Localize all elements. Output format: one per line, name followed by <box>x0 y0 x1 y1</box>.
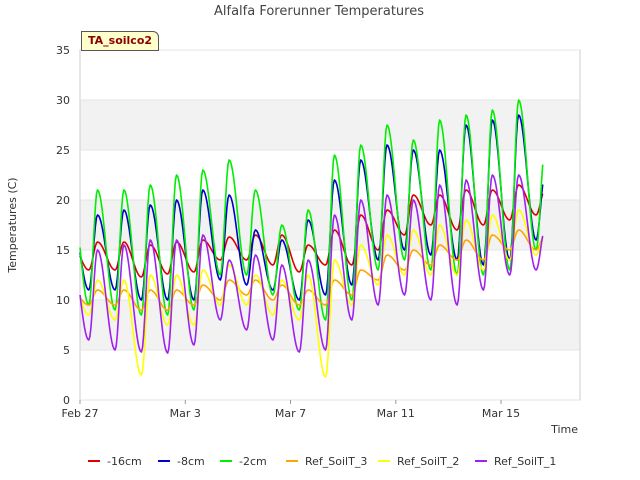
legend-label: Ref_SoilT_3 <box>305 455 367 468</box>
x-tick-label: Mar 3 <box>170 407 201 420</box>
y-tick-label: 10 <box>56 294 70 307</box>
series-line <box>79 174 544 354</box>
legend-label: -8cm <box>177 455 205 468</box>
plot-band <box>80 100 580 150</box>
y-tick-label: 20 <box>56 194 70 207</box>
series-lines <box>79 99 544 378</box>
y-tick-label: 0 <box>63 394 70 407</box>
legend-label: Ref_SoilT_1 <box>494 455 556 468</box>
series-line <box>79 99 544 321</box>
y-tick-label: 35 <box>56 44 70 57</box>
series-line <box>79 209 544 378</box>
legend-label: -2cm <box>239 455 267 468</box>
x-axis: Feb 27 Mar 3 Mar 7 Mar 11 Mar 15 <box>62 400 520 420</box>
x-tick-label: Mar 7 <box>275 407 306 420</box>
x-tick-label: Mar 15 <box>482 407 520 420</box>
y-tick-label: 25 <box>56 144 70 157</box>
x-tick-label: Feb 27 <box>62 407 99 420</box>
x-tick-label: Mar 11 <box>377 407 415 420</box>
legend: -16cm -8cm -2cm Ref_SoilT_3 Ref_SoilT_2 Ref_S… <box>88 455 556 468</box>
site-badge: TA_soilco2 <box>81 31 160 51</box>
series-line <box>79 184 544 278</box>
y-axis-title: Temperatures (C) <box>6 177 19 273</box>
series-line <box>79 229 544 311</box>
chart-title: Alfalfa Forerunner Temperatures <box>214 4 424 19</box>
y-tick-label: 5 <box>63 344 70 357</box>
y-tick-label: 15 <box>56 244 70 257</box>
x-axis-title: Time <box>550 423 578 436</box>
y-tick-label: 30 <box>56 94 70 107</box>
legend-label: -16cm <box>107 455 142 468</box>
legend-label: Ref_SoilT_2 <box>397 455 459 468</box>
